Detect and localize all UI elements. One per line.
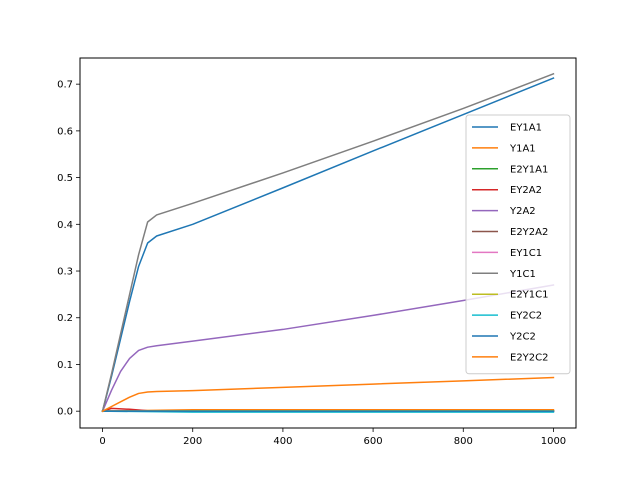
legend-label: E2Y2A2 — [510, 227, 548, 238]
axes-frame — [79, 57, 577, 429]
legend-label: E2Y1C1 — [510, 290, 549, 301]
x-tick-label: 200 — [183, 436, 202, 447]
y-tick-label: 0.3 — [57, 267, 73, 278]
legend-label: Y1A1 — [509, 143, 536, 154]
y-tick-label: 0.1 — [57, 360, 73, 371]
legend-label: EY1C1 — [510, 248, 542, 259]
y-axis-ticks: 0.0 0.1 0.2 0.3 0.4 0.5 0.6 0.7 — [57, 80, 80, 418]
y-tick-label: 0.2 — [57, 313, 73, 324]
legend-label: EY2A2 — [510, 185, 542, 196]
x-tick-label: 800 — [454, 436, 473, 447]
y-tick-label: 0.4 — [57, 220, 73, 231]
x-tick-label: 0 — [99, 436, 105, 447]
x-tick-label: 400 — [273, 436, 292, 447]
legend-label: E2Y2C2 — [510, 352, 549, 363]
series-line-ey2c2 — [101, 410, 555, 413]
legend-label: Y2C2 — [509, 332, 536, 343]
legend-label: EY1A1 — [510, 123, 542, 134]
legend: EY1A1 Y1A1 E2Y1A1 EY2A2 Y2A2 E2Y2A2 EY1C1 Y1C1 E… — [465, 114, 571, 375]
x-axis-ticks: 0 200 400 600 800 1000 — [99, 428, 566, 447]
series-layer — [101, 72, 555, 413]
series-line-e2y2c2 — [101, 376, 555, 413]
y-tick-label: 0.5 — [57, 173, 73, 184]
series-line-ey1a1 — [101, 77, 555, 413]
series-line-y2a2 — [101, 284, 555, 413]
y-tick-label: 0.6 — [57, 126, 73, 137]
legend-label: Y2A2 — [509, 206, 536, 217]
legend-box — [465, 114, 571, 375]
legend-label: Y1C1 — [509, 269, 536, 280]
legend-label: EY2C2 — [510, 311, 542, 322]
x-tick-label: 1000 — [541, 436, 566, 447]
y-tick-label: 0.7 — [57, 80, 73, 91]
legend-label: E2Y1A1 — [510, 164, 548, 175]
x-tick-label: 600 — [364, 436, 383, 447]
series-line-y1c1 — [101, 72, 555, 413]
y-tick-label: 0.0 — [57, 407, 73, 418]
